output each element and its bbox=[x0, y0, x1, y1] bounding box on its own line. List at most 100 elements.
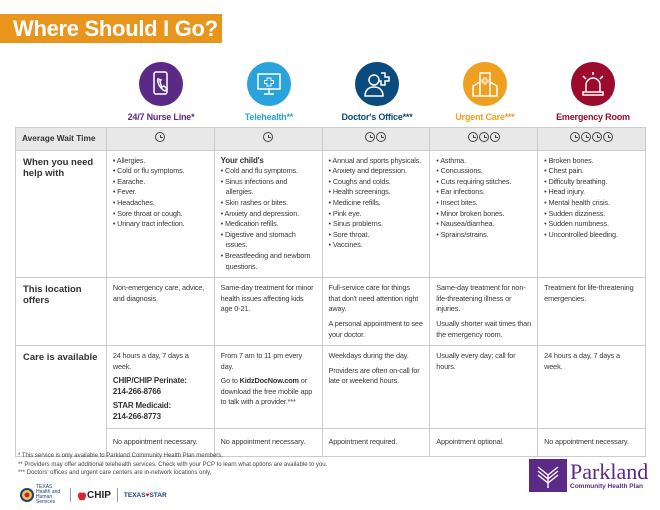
column-header: Urgent Care*** bbox=[431, 62, 539, 122]
clock-icon bbox=[603, 132, 614, 142]
offers-cell: Same-day treatment for non-life-threaten… bbox=[429, 277, 539, 347]
wait-time-cell bbox=[105, 127, 215, 151]
list-item: Insect bites. bbox=[436, 198, 531, 209]
doctor-icon bbox=[355, 62, 399, 106]
help-heading: Your child's bbox=[220, 155, 264, 165]
wait-time-cell bbox=[213, 127, 323, 151]
offers-cell: Full-service care for things that don't … bbox=[321, 277, 431, 347]
offers-cell: Same-day treatment for minor health issu… bbox=[213, 277, 323, 347]
appointment-cell: No appointment necessary. bbox=[105, 427, 215, 457]
help-cell: Asthma.Concussions.Cuts requiring stitch… bbox=[429, 149, 539, 279]
wait-time-cell bbox=[537, 127, 646, 151]
availability-text: 24 hours a day, 7 days a week. bbox=[544, 351, 620, 371]
list-item: Urinary tract infection. bbox=[113, 219, 208, 230]
list-item: Sinus infections and allergies. bbox=[221, 177, 316, 198]
offers-text: Treatment for life-threatening emergenci… bbox=[544, 283, 634, 303]
list-item: Medicine refills. bbox=[329, 198, 424, 209]
list-item: Cuts requiring stitches. bbox=[436, 177, 531, 188]
list-item: Annual and sports physicals. bbox=[329, 156, 424, 167]
help-cell: Annual and sports physicals.Anxiety and … bbox=[321, 149, 431, 279]
availability-cell: Weekdays during the day. Providers are of… bbox=[321, 345, 431, 429]
availability-cell: 24 hours a day, 7 days a week. CHIP/CHIP … bbox=[105, 345, 215, 429]
texas-star-logo: TEXAS♥STAR bbox=[123, 491, 167, 499]
appointment-cell: No appointment necessary. bbox=[213, 427, 323, 457]
column-header: Telehealth** bbox=[215, 62, 323, 122]
availability-text: 24 hours a day, 7 days a week. bbox=[112, 351, 189, 371]
help-cell: Allergies.Cold or flu symptoms.Earache.F… bbox=[105, 149, 215, 279]
clock-icon bbox=[155, 132, 166, 142]
list-item: Vaccines. bbox=[329, 240, 424, 251]
clock-icon bbox=[581, 132, 592, 142]
availability-cell: 24 hours a day, 7 days a week. bbox=[537, 345, 646, 429]
list-item: Sudden dizziness. bbox=[544, 209, 639, 220]
list-item: Health screenings. bbox=[329, 187, 424, 198]
offers-text: A personal appointment to see your docto… bbox=[328, 318, 423, 339]
list-item: Breastfeeding and newborn questions. bbox=[221, 251, 316, 272]
column-header: Emergency Room bbox=[539, 62, 647, 122]
availability-text: Weekdays during the day. bbox=[328, 351, 409, 361]
column-name: Doctor's Office*** bbox=[341, 112, 413, 122]
list-item: Concussions. bbox=[436, 166, 531, 177]
column-name: 24/7 Nurse Line* bbox=[127, 112, 195, 122]
list-item: Sore throat or cough. bbox=[113, 209, 208, 220]
footnote: *** Doctors' offices and urgent care cen… bbox=[18, 470, 212, 476]
footnote: ** Providers may offer additional telehe… bbox=[18, 461, 328, 468]
list-item: Allergies. bbox=[113, 156, 208, 167]
row-label-available: Care is available bbox=[15, 345, 107, 457]
page-title: Where Should I Go? bbox=[0, 14, 222, 43]
list-item: Mental health crisis. bbox=[544, 198, 639, 209]
offers-text: Same-day treatment for minor health issu… bbox=[220, 283, 314, 314]
availability-text: From 7 am to 11 pm every day. bbox=[220, 351, 303, 371]
clinic-building-icon bbox=[463, 62, 507, 106]
wait-time-cell bbox=[429, 127, 539, 151]
wait-time-cell bbox=[321, 127, 431, 151]
list-item: Nausea/diarrhea. bbox=[436, 219, 531, 230]
list-item: Difficulty breathing. bbox=[544, 177, 639, 188]
list-item: Medication refills. bbox=[221, 219, 316, 230]
row-label-help: When you need help with bbox=[15, 149, 107, 279]
offers-cell: Treatment for life-threatening emergenci… bbox=[537, 277, 646, 347]
list-item: Head injury. bbox=[544, 187, 639, 198]
clock-icon bbox=[263, 132, 274, 142]
column-header: Doctor's Office*** bbox=[323, 62, 431, 122]
column-header: 24/7 Nurse Line* bbox=[107, 62, 215, 122]
clock-icon bbox=[570, 132, 581, 142]
list-item: Digestive and stomach issues. bbox=[221, 230, 316, 251]
list-item: Skin rashes or bites. bbox=[221, 198, 316, 209]
row-label-offers: This location offers bbox=[15, 277, 107, 347]
column-name: Emergency Room bbox=[556, 112, 630, 122]
column-name: Urgent Care*** bbox=[455, 112, 515, 122]
list-item: Minor broken bones. bbox=[436, 209, 531, 220]
appointment-cell: Appointment optional. bbox=[429, 427, 539, 457]
clock-icon bbox=[478, 132, 489, 142]
row-label-wait: Average Wait Time bbox=[15, 127, 107, 151]
availability-cell: From 7 am to 11 pm every day. Go to KidzD… bbox=[213, 345, 323, 429]
list-item: Asthma. bbox=[436, 156, 531, 167]
parkland-logo: Parkland Community Health Plan bbox=[529, 459, 648, 492]
availability-cell: Usually every day; call for hours. bbox=[429, 345, 539, 429]
list-item: Sinus problems. bbox=[329, 219, 424, 230]
list-item: Sudden numbness. bbox=[544, 219, 639, 230]
phone-number: STAR Medicaid: 214-266-8773 bbox=[112, 401, 172, 422]
list-item: Ear infections. bbox=[436, 187, 531, 198]
clock-icon bbox=[489, 132, 500, 142]
monitor-medical-icon bbox=[247, 62, 291, 106]
list-item: Pink eye. bbox=[329, 209, 424, 220]
availability-text: Usually every day; call for hours. bbox=[436, 351, 516, 371]
list-item: Coughs and colds. bbox=[329, 177, 424, 188]
offers-text: Usually shorter wait times than the emer… bbox=[436, 318, 532, 339]
kidzdocnow-link[interactable]: KidzDocNow.com bbox=[239, 376, 299, 386]
availability-text: Providers are often on-call for late or … bbox=[328, 365, 420, 386]
list-item: Uncontrolled bleeding. bbox=[544, 230, 639, 241]
clock-icon bbox=[376, 132, 387, 142]
clock-icon bbox=[592, 132, 603, 142]
siren-icon bbox=[571, 62, 615, 106]
list-item: Cold and flu symptoms. bbox=[221, 166, 316, 177]
offers-text: Non-emergency care, advice, and diagnosi… bbox=[112, 283, 205, 303]
help-cell: Broken bones.Chest pain.Difficulty breat… bbox=[537, 149, 646, 279]
care-options-table: Average Wait Time When you need help wit… bbox=[15, 127, 646, 457]
list-item: Sprains/strains. bbox=[436, 230, 531, 241]
list-item: Anxiety and depression. bbox=[329, 166, 424, 177]
chip-logo: CHIP bbox=[77, 490, 111, 501]
list-item: Cold or flu symptoms. bbox=[113, 166, 208, 177]
